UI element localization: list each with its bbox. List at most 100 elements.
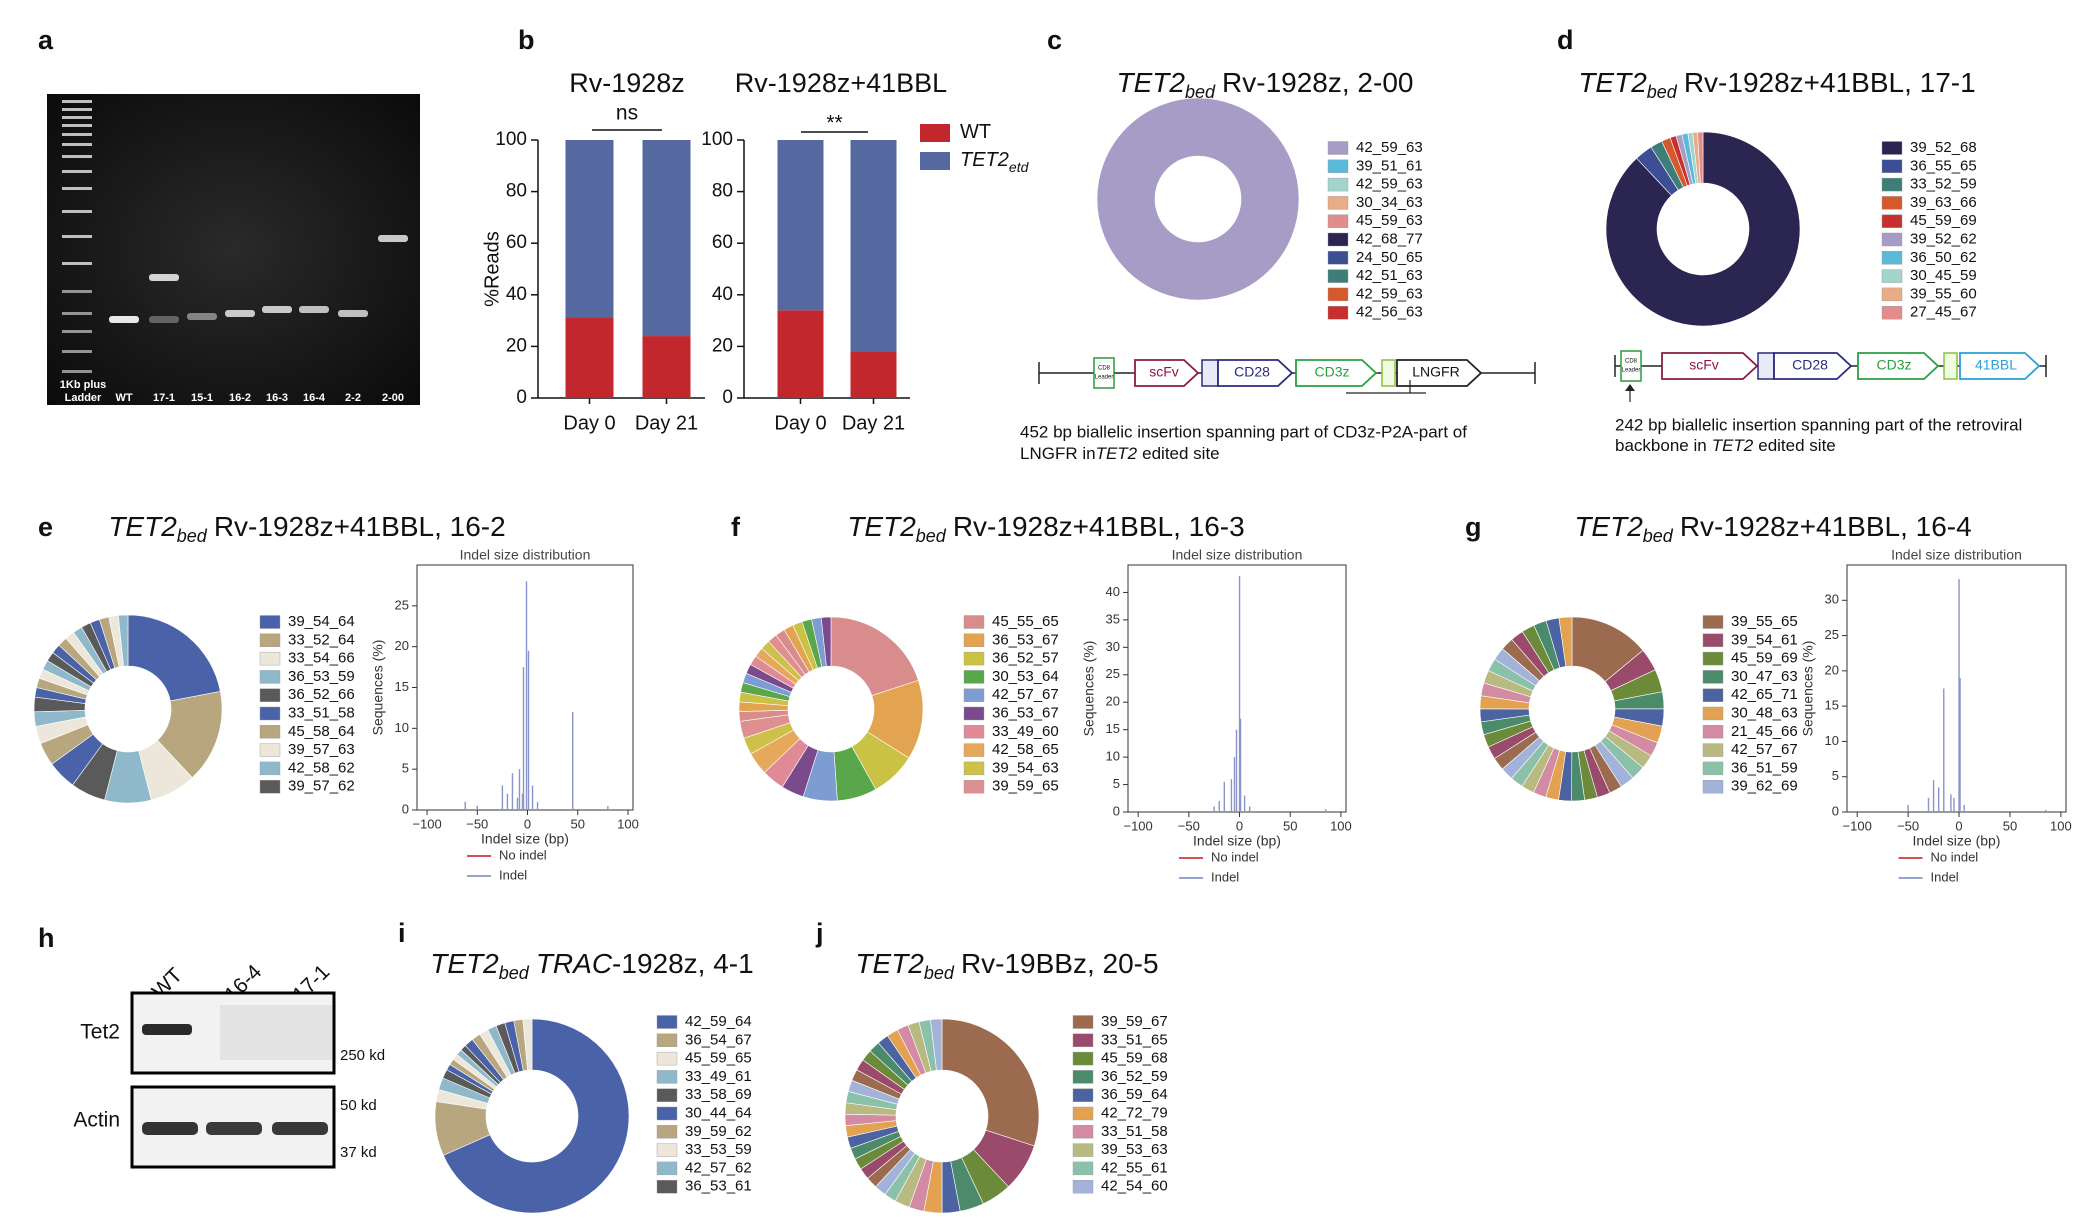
legend-label: 39_62_69 [1731, 778, 1798, 795]
title-subscript: bed [1647, 82, 1678, 102]
legend-swatch [656, 1033, 678, 1048]
y-tick-label: 10 [395, 720, 409, 735]
legend-label: No indel [1931, 849, 1979, 864]
ladder-band [62, 210, 92, 213]
blot-marker: 250 kd [340, 1047, 385, 1064]
legend-swatch [1702, 688, 1724, 702]
legend-label: 39_55_60 [1910, 285, 1977, 302]
panel-label: h [38, 923, 55, 953]
caption: backbone in [1615, 436, 1707, 455]
p2a-box [1381, 359, 1396, 387]
part-label: scFv [1149, 364, 1179, 380]
legend-swatch [1327, 287, 1349, 302]
y-axis-label: Sequences (%) [1081, 641, 1097, 737]
lngfr-arrow [1396, 359, 1483, 387]
legend-swatch [1327, 306, 1349, 320]
legend-label: 42_59_63 [1356, 176, 1423, 193]
panel-label: a [38, 25, 54, 55]
legend-swatch [1702, 615, 1724, 629]
donut-slice [117, 614, 129, 667]
legend-label: 45_59_65 [685, 1050, 752, 1067]
p2a-box [1943, 352, 1958, 380]
y-tick-label: 0 [402, 801, 409, 816]
legend-label: No indel [1211, 849, 1259, 864]
title-gene: TET2 [1117, 67, 1186, 98]
legend-swatch [259, 761, 281, 776]
legend-swatch [963, 670, 985, 684]
bar-segment [850, 140, 897, 352]
y-tick-label: 0 [1113, 803, 1120, 818]
legend-label: 30_44_64 [685, 1104, 752, 1121]
x-tick-label: Day 0 [563, 412, 615, 434]
legend-swatch [1072, 1125, 1094, 1139]
legend-label: 30_47_63 [1731, 668, 1798, 685]
41bbl-arrow [1959, 352, 2041, 380]
legend-swatch [920, 152, 950, 170]
gel-band [187, 313, 217, 320]
blot-band [142, 1122, 198, 1135]
legend-swatch [1072, 1088, 1094, 1102]
y-tick-label: 0 [516, 387, 527, 408]
legend-swatch [1327, 159, 1349, 174]
legend-swatch [259, 780, 281, 794]
title-text: Rv-1928z+41BBL, 16-3 [953, 511, 1245, 542]
y-tick-label: 10 [1106, 749, 1120, 764]
panel-label: e [38, 512, 53, 542]
x-tick-label: 0 [1236, 818, 1243, 833]
y-tick-label: 100 [495, 129, 527, 150]
title-gene: TET2 [430, 948, 499, 979]
title-text: Rv-1928z+41BBL, 16-2 [214, 511, 506, 542]
legend-label: 33_52_64 [288, 631, 355, 648]
title-gene: TET2 [855, 948, 924, 979]
leader-label: CD8 [1098, 366, 1111, 372]
legend-label: 42_72_79 [1101, 1104, 1168, 1121]
part-label: LNGFR [1412, 364, 1459, 380]
part-label: CD3z [1314, 364, 1349, 380]
blot-smear [220, 1005, 332, 1060]
legend-label: 45_59_63 [1356, 212, 1423, 229]
x-axis-label: Indel size (bp) [1193, 833, 1281, 849]
legend-label: 39_52_68 [1910, 139, 1977, 156]
legend-label: 42_65_71 [1731, 686, 1798, 703]
legend-label: 42_51_63 [1356, 267, 1423, 284]
legend-label: TET2etd [960, 149, 1030, 174]
title-gene: TET2 [1578, 67, 1647, 98]
ladder-band [62, 143, 92, 146]
gel-image [47, 94, 420, 405]
legend-swatch [656, 1070, 678, 1084]
legend-swatch [259, 743, 281, 757]
title-text: Rv-1928z+41BBL, 17-1 [1684, 67, 1976, 98]
donut-slice [522, 1018, 533, 1071]
legend-swatch [1881, 159, 1903, 174]
y-tick-label: 20 [395, 638, 409, 653]
legend-swatch [920, 124, 950, 142]
legend-label: 42_57_67 [992, 686, 1059, 703]
legend-label: 36_52_57 [992, 650, 1059, 667]
gel-bands [62, 100, 408, 373]
part-label: CD3z [1876, 357, 1911, 373]
y-tick-label: 20 [1106, 694, 1120, 709]
donut-slice [1697, 131, 1704, 184]
legend-label: 39_57_63 [288, 741, 355, 758]
legend-swatch [259, 725, 281, 739]
legend-swatch [1327, 251, 1349, 265]
x-tick-label: −100 [1123, 818, 1152, 833]
legend-swatch [1072, 1033, 1094, 1048]
cd3z-arrow [1295, 359, 1378, 387]
panel-label: i [398, 918, 406, 948]
legend-label: 30_45_59 [1910, 267, 1977, 284]
legend-label: No indel [499, 847, 547, 862]
x-tick-label: 50 [1283, 818, 1297, 833]
x-tick-label: 0 [1955, 818, 1962, 833]
legend-swatch [259, 688, 281, 702]
blot-marker: 50 kd [340, 1097, 377, 1114]
legend-name: TET2 [960, 149, 1009, 171]
caption: 242 bp biallelic insertion spanning part… [1615, 415, 2022, 434]
legend-label: 39_51_61 [1356, 157, 1423, 174]
significance: ns [616, 102, 638, 125]
donut-slice [1096, 97, 1300, 301]
ladder-band [62, 235, 92, 238]
legend-swatch [1881, 306, 1903, 320]
legend-swatch [1327, 141, 1349, 155]
